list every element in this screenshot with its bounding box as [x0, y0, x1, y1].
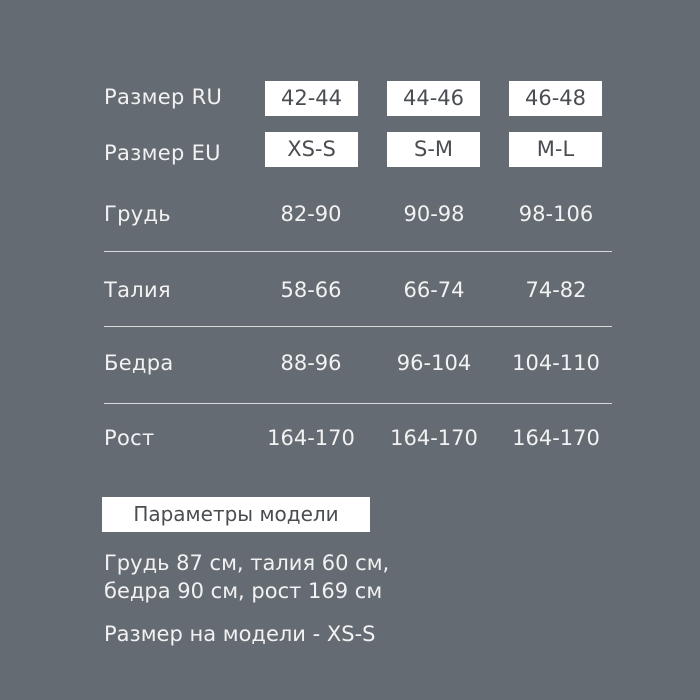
row-label: Бедра [104, 351, 174, 375]
model-params-title: Параметры модели [102, 497, 370, 532]
row-value: 98-106 [518, 202, 594, 226]
divider [104, 251, 612, 252]
row-label: Талия [104, 278, 171, 302]
size-ru-box: 44-46 [387, 81, 480, 116]
row-value: 104-110 [512, 351, 600, 375]
row-label: Рост [104, 426, 155, 450]
model-size: Размер на модели - XS-S [104, 622, 376, 646]
size-ru-box: 42-44 [265, 81, 358, 116]
row-value: 164-170 [512, 426, 600, 450]
row-value: 164-170 [390, 426, 478, 450]
size-ru-label: Размер RU [104, 85, 223, 109]
divider [104, 403, 612, 404]
row-value: 96-104 [396, 351, 472, 375]
size-eu-box: M-L [509, 132, 602, 167]
divider [104, 326, 612, 327]
size-eu-label: Размер EU [104, 141, 221, 165]
row-value: 58-66 [280, 278, 342, 302]
size-eu-box: XS-S [265, 132, 358, 167]
row-value: 74-82 [525, 278, 587, 302]
row-value: 66-74 [403, 278, 465, 302]
row-value: 82-90 [280, 202, 342, 226]
model-params-line1: Грудь 87 см, талия 60 см, [104, 551, 390, 575]
size-ru-box: 46-48 [509, 81, 602, 116]
row-value: 88-96 [280, 351, 342, 375]
size-eu-box: S-M [387, 132, 480, 167]
row-value: 164-170 [267, 426, 355, 450]
model-params-line2: бедра 90 см, рост 169 см [104, 579, 383, 603]
row-value: 90-98 [403, 202, 465, 226]
row-label: Грудь [104, 202, 171, 226]
